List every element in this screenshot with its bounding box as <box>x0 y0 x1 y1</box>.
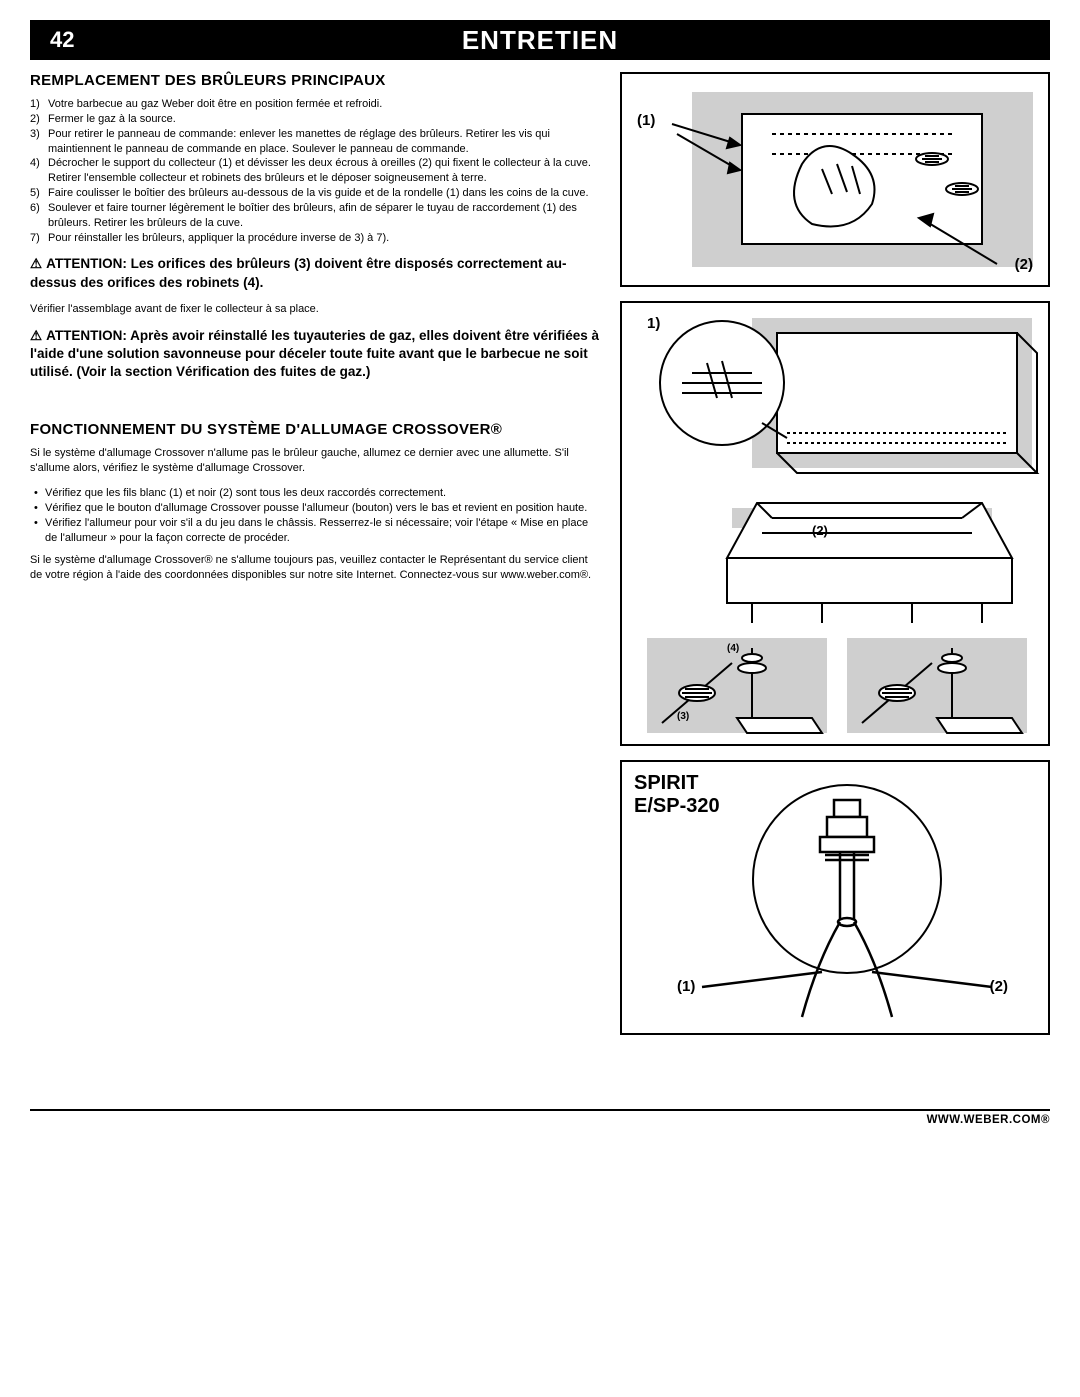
figure-3: SPIRIT E/SP-320 <box>620 760 1050 1035</box>
figure-1: (1) (2) <box>620 72 1050 287</box>
bullet-dot: • <box>30 501 45 516</box>
step-num: 1) <box>30 97 48 112</box>
section2-intro: Si le système d'allumage Crossover n'all… <box>30 446 600 476</box>
section1-steps: 1)Votre barbecue au gaz Weber doit être … <box>30 97 600 245</box>
fig1-label-1: (1) <box>637 112 655 129</box>
step-num: 2) <box>30 112 48 127</box>
bullet-dot: • <box>30 486 45 501</box>
section1-heading: REMPLACEMENT DES BRÛLEURS PRINCIPAUX <box>30 72 600 89</box>
bullet-text: Vérifiez que les fils blanc (1) et noir … <box>45 486 600 501</box>
bullet-text: Vérifiez que le bouton d'allumage Crosso… <box>45 501 600 516</box>
warning1-text: ATTENTION: Les orifices des brûleurs (3)… <box>30 256 567 289</box>
step-text: Soulever et faire tourner légèrement le … <box>48 201 600 231</box>
step-num: 3) <box>30 127 48 157</box>
section2-after: Si le système d'allumage Crossover® ne s… <box>30 553 600 583</box>
bullet-row: •Vérifiez l'allumeur pour voir s'il a du… <box>30 516 600 546</box>
page-title: ENTRETIEN <box>462 25 618 56</box>
step-num: 4) <box>30 156 48 186</box>
step-text: Faire coulisser le boîtier des brûleurs … <box>48 186 600 201</box>
fig2-label-4: (4) <box>727 643 739 654</box>
bullet-text: Vérifiez l'allumeur pour voir s'il a du … <box>45 516 600 546</box>
fig2-label-1: 1) <box>647 315 660 332</box>
left-column: REMPLACEMENT DES BRÛLEURS PRINCIPAUX 1)V… <box>30 72 600 1049</box>
figure2-sketch <box>622 303 1050 746</box>
step-text: Pour retirer le panneau de commande: enl… <box>48 127 600 157</box>
section2-heading: FONCTIONNEMENT DU SYSTÈME D'ALLUMAGE CRO… <box>30 421 600 438</box>
fig3-label-2: (2) <box>990 978 1008 995</box>
step-text: Fermer le gaz à la source. <box>48 112 600 127</box>
step-row: 7)Pour réinstaller les brûleurs, appliqu… <box>30 231 600 246</box>
fig3-label-1: (1) <box>677 978 695 995</box>
step-text: Pour réinstaller les brûleurs, appliquer… <box>48 231 600 246</box>
warning1: ⚠ATTENTION: Les orifices des brûleurs (3… <box>30 255 600 291</box>
fig2-label-3: (3) <box>677 711 689 722</box>
right-column: (1) (2) <box>620 72 1050 1049</box>
step-num: 5) <box>30 186 48 201</box>
section2: FONCTIONNEMENT DU SYSTÈME D'ALLUMAGE CRO… <box>30 421 600 583</box>
step-row: 6)Soulever et faire tourner légèrement l… <box>30 201 600 231</box>
step-row: 4)Décrocher le support du collecteur (1)… <box>30 156 600 186</box>
bullet-dot: • <box>30 516 45 546</box>
section1-note: Vérifier l'assemblage avant de fixer le … <box>30 302 600 317</box>
step-row: 1)Votre barbecue au gaz Weber doit être … <box>30 97 600 112</box>
page-number: 42 <box>50 27 74 53</box>
footer-url: WWW.WEBER.COM® <box>927 1114 1050 1126</box>
bullet-row: •Vérifiez que le bouton d'allumage Cross… <box>30 501 600 516</box>
step-row: 5)Faire coulisser le boîtier des brûleur… <box>30 186 600 201</box>
step-text: Décrocher le support du collecteur (1) e… <box>48 156 600 186</box>
figure1-sketch <box>622 74 1050 287</box>
step-row: 3)Pour retirer le panneau de commande: e… <box>30 127 600 157</box>
step-text: Votre barbecue au gaz Weber doit être en… <box>48 97 600 112</box>
warning-icon: ⚠ <box>30 256 42 271</box>
step-num: 6) <box>30 201 48 231</box>
section2-bullets: •Vérifiez que les fils blanc (1) et noir… <box>30 486 600 545</box>
footer: WWW.WEBER.COM® <box>30 1109 1050 1126</box>
warning2-text: ATTENTION: Après avoir réinstallé les tu… <box>30 328 599 379</box>
header-bar: 42 ENTRETIEN <box>30 20 1050 60</box>
step-num: 7) <box>30 231 48 246</box>
figure-2: 1) (2) (3) (4) <box>620 301 1050 746</box>
content-area: REMPLACEMENT DES BRÛLEURS PRINCIPAUX 1)V… <box>30 72 1050 1049</box>
step-row: 2)Fermer le gaz à la source. <box>30 112 600 127</box>
fig2-label-2: (2) <box>812 523 828 538</box>
bullet-row: •Vérifiez que les fils blanc (1) et noir… <box>30 486 600 501</box>
warning-icon: ⚠ <box>30 328 42 343</box>
warning2: ⚠ATTENTION: Après avoir réinstallé les t… <box>30 327 600 382</box>
fig1-label-2: (2) <box>1015 256 1033 273</box>
